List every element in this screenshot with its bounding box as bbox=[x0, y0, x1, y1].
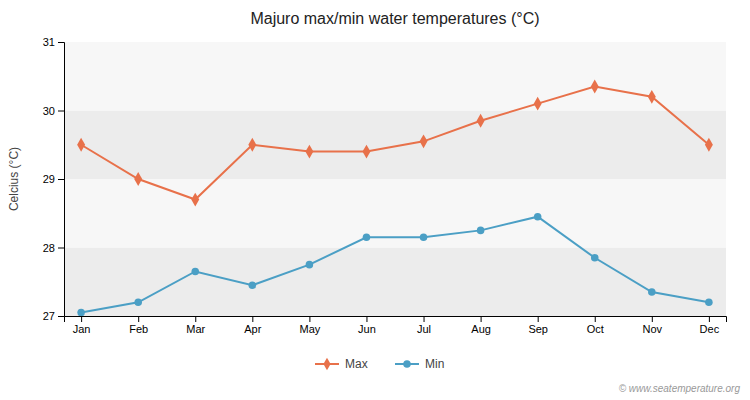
marker bbox=[134, 172, 142, 186]
marker bbox=[363, 233, 371, 241]
annotation: © www.seatemperature.org bbox=[619, 383, 741, 394]
tick-label: Mar bbox=[186, 323, 205, 335]
y-axis-label: Celcius (°C) bbox=[7, 147, 21, 211]
legend-marker bbox=[323, 358, 330, 370]
tick-mark bbox=[595, 316, 596, 322]
tick-label: Jun bbox=[358, 323, 376, 335]
y-axis: 27 28 29 30 31 bbox=[43, 36, 65, 322]
tick: Aug bbox=[471, 316, 491, 335]
tick: 31 bbox=[43, 36, 64, 48]
tick-mark bbox=[481, 316, 482, 322]
legend-item: Max bbox=[315, 357, 368, 371]
tick-label: Apr bbox=[244, 323, 261, 335]
bands bbox=[64, 42, 726, 316]
marker bbox=[591, 80, 599, 94]
axis-line bbox=[58, 43, 65, 317]
band bbox=[64, 248, 726, 317]
tick-mark bbox=[538, 316, 539, 322]
tick: Mar bbox=[186, 316, 205, 335]
tick-mark bbox=[709, 316, 710, 322]
tick-mark bbox=[58, 179, 64, 180]
marker bbox=[248, 138, 256, 152]
marker bbox=[77, 309, 85, 316]
marker bbox=[420, 233, 428, 241]
axis-line bbox=[65, 317, 727, 323]
marker bbox=[362, 145, 370, 159]
tick-mark bbox=[652, 316, 653, 322]
tick-mark bbox=[58, 42, 64, 43]
marker bbox=[534, 213, 542, 221]
legend-item: Min bbox=[395, 357, 444, 371]
tick: Apr bbox=[244, 316, 261, 335]
tick-mark bbox=[252, 316, 253, 322]
marker bbox=[134, 299, 142, 307]
marker bbox=[648, 288, 656, 296]
marker bbox=[534, 97, 542, 111]
marker bbox=[705, 138, 713, 152]
marker bbox=[305, 145, 313, 159]
marker bbox=[420, 134, 428, 148]
tick-label: 30 bbox=[43, 105, 55, 117]
tick-mark bbox=[366, 316, 367, 322]
marker bbox=[191, 268, 199, 276]
x-axis: Jan Feb Mar Apr May Jun Jul Aug Sep Oct Nov Dec bbox=[65, 316, 727, 335]
tick: 30 bbox=[43, 105, 64, 117]
tick-mark bbox=[81, 316, 82, 322]
band bbox=[64, 42, 726, 111]
marker bbox=[77, 138, 85, 152]
tick-label: Jan bbox=[73, 323, 91, 335]
tick-label: May bbox=[300, 323, 321, 335]
marker bbox=[705, 299, 713, 307]
marker bbox=[477, 227, 485, 235]
marker bbox=[249, 281, 257, 289]
tick: Nov bbox=[643, 316, 663, 335]
legend-label: Min bbox=[425, 357, 444, 371]
tick: Jan bbox=[73, 316, 91, 335]
tick-label: Aug bbox=[471, 323, 491, 335]
tick-label: 29 bbox=[43, 173, 55, 185]
series-line bbox=[81, 217, 709, 313]
tick-label: 27 bbox=[43, 310, 55, 322]
tick-label: Jul bbox=[417, 323, 431, 335]
marker bbox=[648, 90, 656, 104]
tick-mark bbox=[424, 316, 425, 322]
marker bbox=[306, 261, 314, 269]
tick-label: Sep bbox=[528, 323, 548, 335]
tick: May bbox=[300, 316, 321, 335]
tick-label: Dec bbox=[700, 323, 720, 335]
plot-area bbox=[77, 80, 713, 316]
title: Majuro max/min water temperatures (°C) bbox=[250, 10, 539, 27]
tick: Jul bbox=[417, 316, 431, 335]
tick: 29 bbox=[43, 173, 64, 185]
band bbox=[64, 111, 726, 180]
marker bbox=[477, 114, 485, 128]
legend-marker bbox=[403, 360, 411, 368]
marker bbox=[191, 193, 199, 207]
tick-label: Feb bbox=[129, 323, 148, 335]
tick: Jun bbox=[358, 316, 376, 335]
tick-mark bbox=[309, 316, 310, 322]
tick: Feb bbox=[129, 316, 148, 335]
tick: 27 bbox=[43, 310, 64, 322]
tick-mark bbox=[58, 248, 64, 249]
tick-label: Nov bbox=[643, 323, 663, 335]
series-line bbox=[81, 87, 709, 200]
tick: 28 bbox=[43, 242, 64, 254]
tick-mark bbox=[195, 316, 196, 322]
tick: Dec bbox=[700, 316, 720, 335]
legend-label: Max bbox=[345, 357, 368, 371]
chart: Jan Feb Mar Apr May Jun Jul Aug Sep Oct Nov Dec 27 28… bbox=[0, 0, 750, 400]
tick-label: Oct bbox=[587, 323, 604, 335]
tick: Oct bbox=[587, 316, 604, 335]
tick-mark bbox=[138, 316, 139, 322]
marker bbox=[591, 254, 599, 262]
tick-mark bbox=[58, 316, 64, 317]
tick-label: 31 bbox=[43, 36, 55, 48]
tick: Sep bbox=[528, 316, 548, 335]
legend: Max Min bbox=[315, 357, 444, 371]
tick-label: 28 bbox=[43, 242, 55, 254]
tick-mark bbox=[58, 111, 64, 112]
